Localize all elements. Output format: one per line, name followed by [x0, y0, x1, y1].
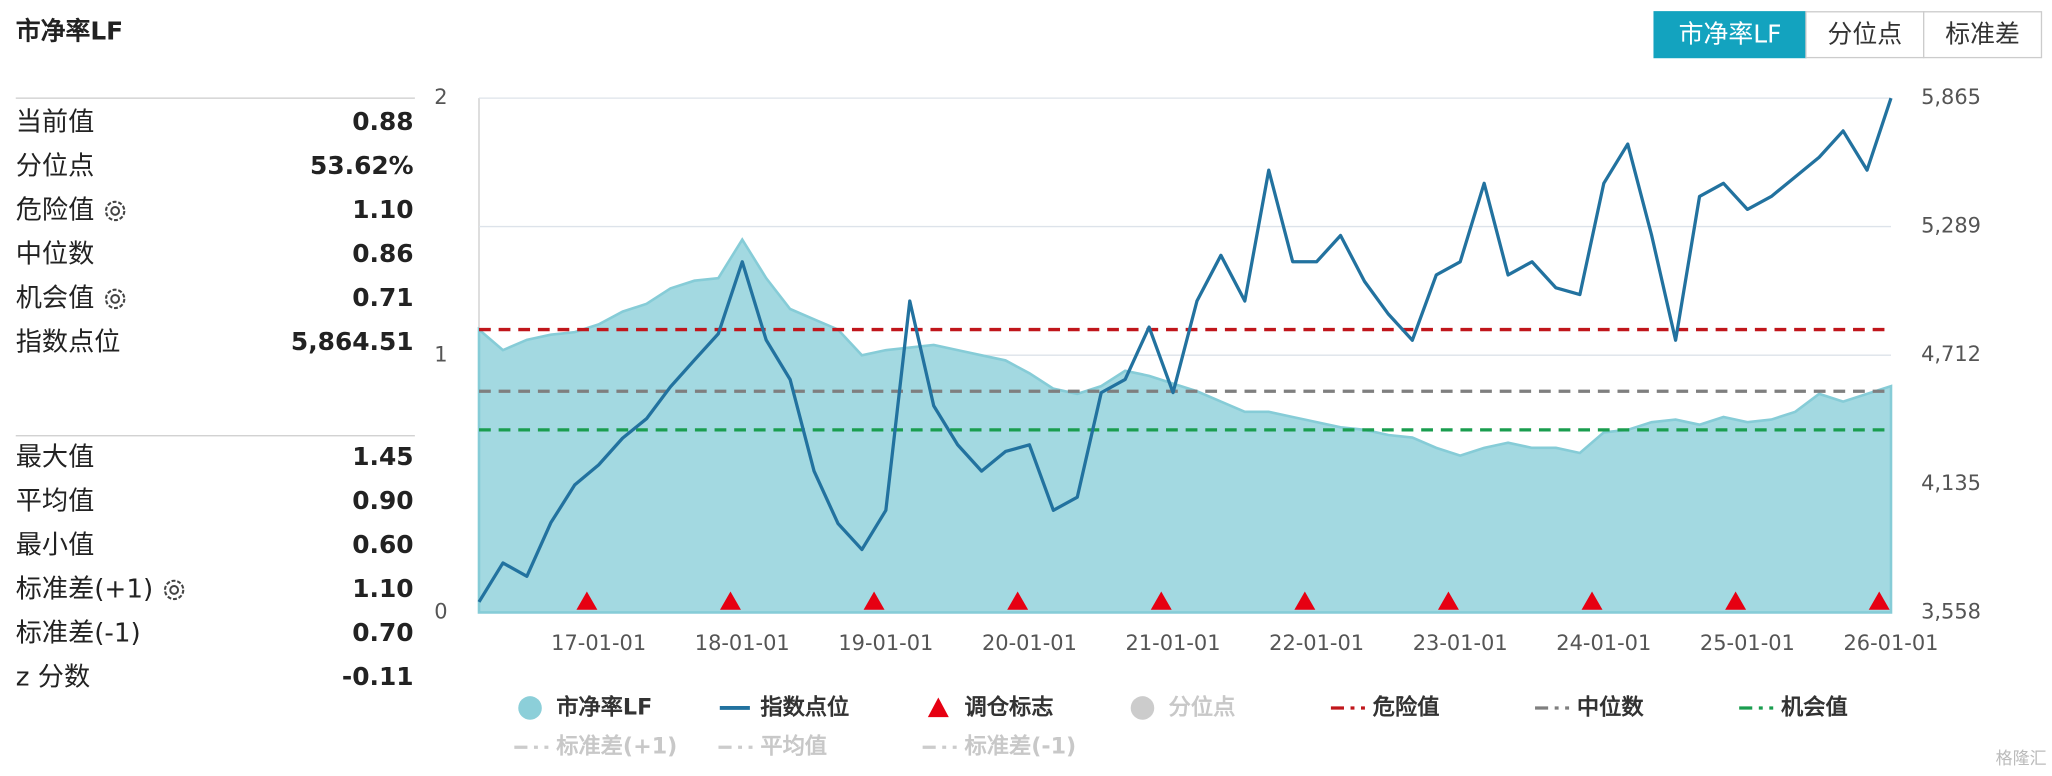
- y2-tick-label: 4,712: [1921, 342, 1981, 366]
- x-tick-label: 26-01-01: [1844, 631, 1939, 655]
- x-tick-label: 19-01-01: [838, 631, 933, 655]
- rebalance-marker: [1150, 591, 1172, 610]
- stat-value: 53.62%: [310, 151, 414, 180]
- rebalance-marker: [1581, 591, 1603, 610]
- settings-icon[interactable]: [104, 288, 126, 310]
- legend-label[interactable]: 指数点位: [760, 693, 849, 720]
- stat-value: 1.45: [352, 442, 413, 471]
- x-tick-label: 25-01-01: [1700, 631, 1795, 655]
- x-tick-label: 18-01-01: [695, 631, 790, 655]
- tab-label[interactable]: 分位点: [1828, 19, 1903, 48]
- x-tick-label: 21-01-01: [1126, 631, 1221, 655]
- legend-label[interactable]: 中位数: [1577, 693, 1644, 720]
- tab[interactable]: [1923, 11, 2043, 59]
- tab[interactable]: [1653, 11, 1807, 59]
- legend-item[interactable]: 危险值: [1330, 693, 1440, 720]
- rebalance-marker: [576, 591, 598, 610]
- x-tick-label: 23-01-01: [1413, 631, 1508, 655]
- chart: 3,558 4,135 4,712 5,289 5,865 0 1 2 17-01-01 18-0…: [434, 85, 1981, 655]
- gear-outer[interactable]: [163, 579, 185, 601]
- stat-label: 平均值: [16, 486, 94, 516]
- gear-inner[interactable]: [169, 585, 180, 595]
- tab[interactable]: [1805, 11, 1925, 59]
- stat-label: z 分数: [16, 662, 90, 692]
- stat-value: 1.10: [352, 195, 413, 224]
- stat-label: 最小值: [16, 530, 94, 560]
- legend-label[interactable]: 分位点: [1169, 693, 1236, 720]
- stat-label: 当前值: [16, 108, 94, 138]
- rebalance-marker: [1437, 591, 1459, 610]
- stat-value: 0.90: [352, 486, 413, 515]
- panel-title: 市净率LF: [16, 17, 123, 46]
- x-tick-label: 17-01-01: [551, 631, 646, 655]
- legend-swatch[interactable]: [1130, 696, 1155, 720]
- legend-swatch[interactable]: [927, 697, 949, 718]
- stat-value: 5,864.51: [291, 327, 414, 356]
- stat-value: 0.71: [352, 283, 413, 312]
- x-tick-label: 24-01-01: [1556, 631, 1651, 655]
- stat-label: 标准差(-1): [16, 618, 141, 648]
- legend-label[interactable]: 调仓标志: [964, 693, 1053, 720]
- tabs: 市净率LF 分位点 标准差: [1653, 11, 2043, 59]
- y2-tick-label: 5,289: [1921, 214, 1981, 238]
- stat-value: 0.88: [352, 107, 413, 136]
- rebalance-marker: [720, 591, 741, 610]
- y2-tick-label: 3,558: [1921, 599, 1981, 623]
- legend-item[interactable]: 平均值: [718, 733, 827, 760]
- area: [477, 237, 1893, 614]
- stat-value: 0.70: [352, 618, 413, 647]
- stat-label: 标准差(+1): [16, 574, 153, 604]
- legend-item[interactable]: 中位数: [1535, 693, 1644, 720]
- legend-label[interactable]: 危险值: [1373, 693, 1440, 720]
- x-tick-label: 22-01-01: [1269, 631, 1364, 655]
- stat-label: 分位点: [16, 151, 94, 181]
- index-line: [477, 97, 1893, 603]
- stats-panel: 当前值 0.88 分位点 53.62% 危险值 1.10 中位数 0.86 机会值 0.71 指数点…: [15, 97, 415, 692]
- legend-label[interactable]: 平均值: [760, 733, 827, 760]
- rebalance-marker: [1007, 591, 1029, 610]
- stat-value: 1.10: [352, 574, 413, 603]
- settings-icon[interactable]: [163, 579, 185, 601]
- stat-label: 最大值: [16, 443, 94, 473]
- y2-tick-label: 4,135: [1921, 471, 1981, 495]
- legend-item[interactable]: 标准差(+1): [514, 733, 677, 760]
- legend-item[interactable]: 机会值: [1739, 693, 1848, 720]
- settings-icon[interactable]: [104, 200, 126, 222]
- legend-item[interactable]: 调仓标志: [927, 693, 1054, 720]
- y2-tick-label: 5,865: [1921, 85, 1981, 109]
- stat-label: 指数点位: [16, 327, 121, 357]
- legend-item[interactable]: 标准差(-1): [922, 733, 1077, 760]
- legend-item[interactable]: 市净率LF: [518, 693, 652, 720]
- legend-swatch[interactable]: [518, 696, 542, 720]
- legend-item[interactable]: 指数点位: [719, 693, 850, 720]
- stat-label: 机会值: [16, 283, 94, 313]
- tab-label[interactable]: 标准差: [1945, 19, 2020, 48]
- stat-value: 0.86: [352, 239, 413, 268]
- legend-label[interactable]: 标准差(+1): [556, 733, 677, 760]
- rebalance-marker: [1294, 591, 1316, 610]
- rebalance-marker: [863, 591, 885, 610]
- legend-label[interactable]: 标准差(-1): [964, 733, 1076, 760]
- legend-label[interactable]: 市净率LF: [556, 693, 652, 720]
- legend-label[interactable]: 机会值: [1781, 693, 1848, 720]
- y-tick-label: 2: [434, 85, 447, 109]
- y-tick-label: 1: [434, 342, 447, 366]
- rebalance-marker: [1725, 591, 1747, 610]
- x-tick-label: 20-01-01: [982, 631, 1077, 655]
- tab-label[interactable]: 市净率LF: [1679, 19, 1782, 48]
- gear-inner[interactable]: [110, 293, 121, 304]
- stat-value: 0.60: [352, 530, 413, 559]
- rebalance-marker: [1868, 591, 1890, 610]
- stat-value: -0.11: [342, 662, 414, 691]
- y-tick-label: 0: [434, 599, 447, 623]
- stat-label: 中位数: [16, 239, 94, 269]
- legend-item[interactable]: 分位点: [1130, 693, 1236, 720]
- gear-inner[interactable]: [110, 206, 121, 216]
- gear-outer[interactable]: [104, 200, 126, 222]
- stat-label: 危险值: [16, 195, 94, 225]
- gear-outer[interactable]: [104, 288, 126, 310]
- watermark: 格隆汇: [1996, 749, 2047, 769]
